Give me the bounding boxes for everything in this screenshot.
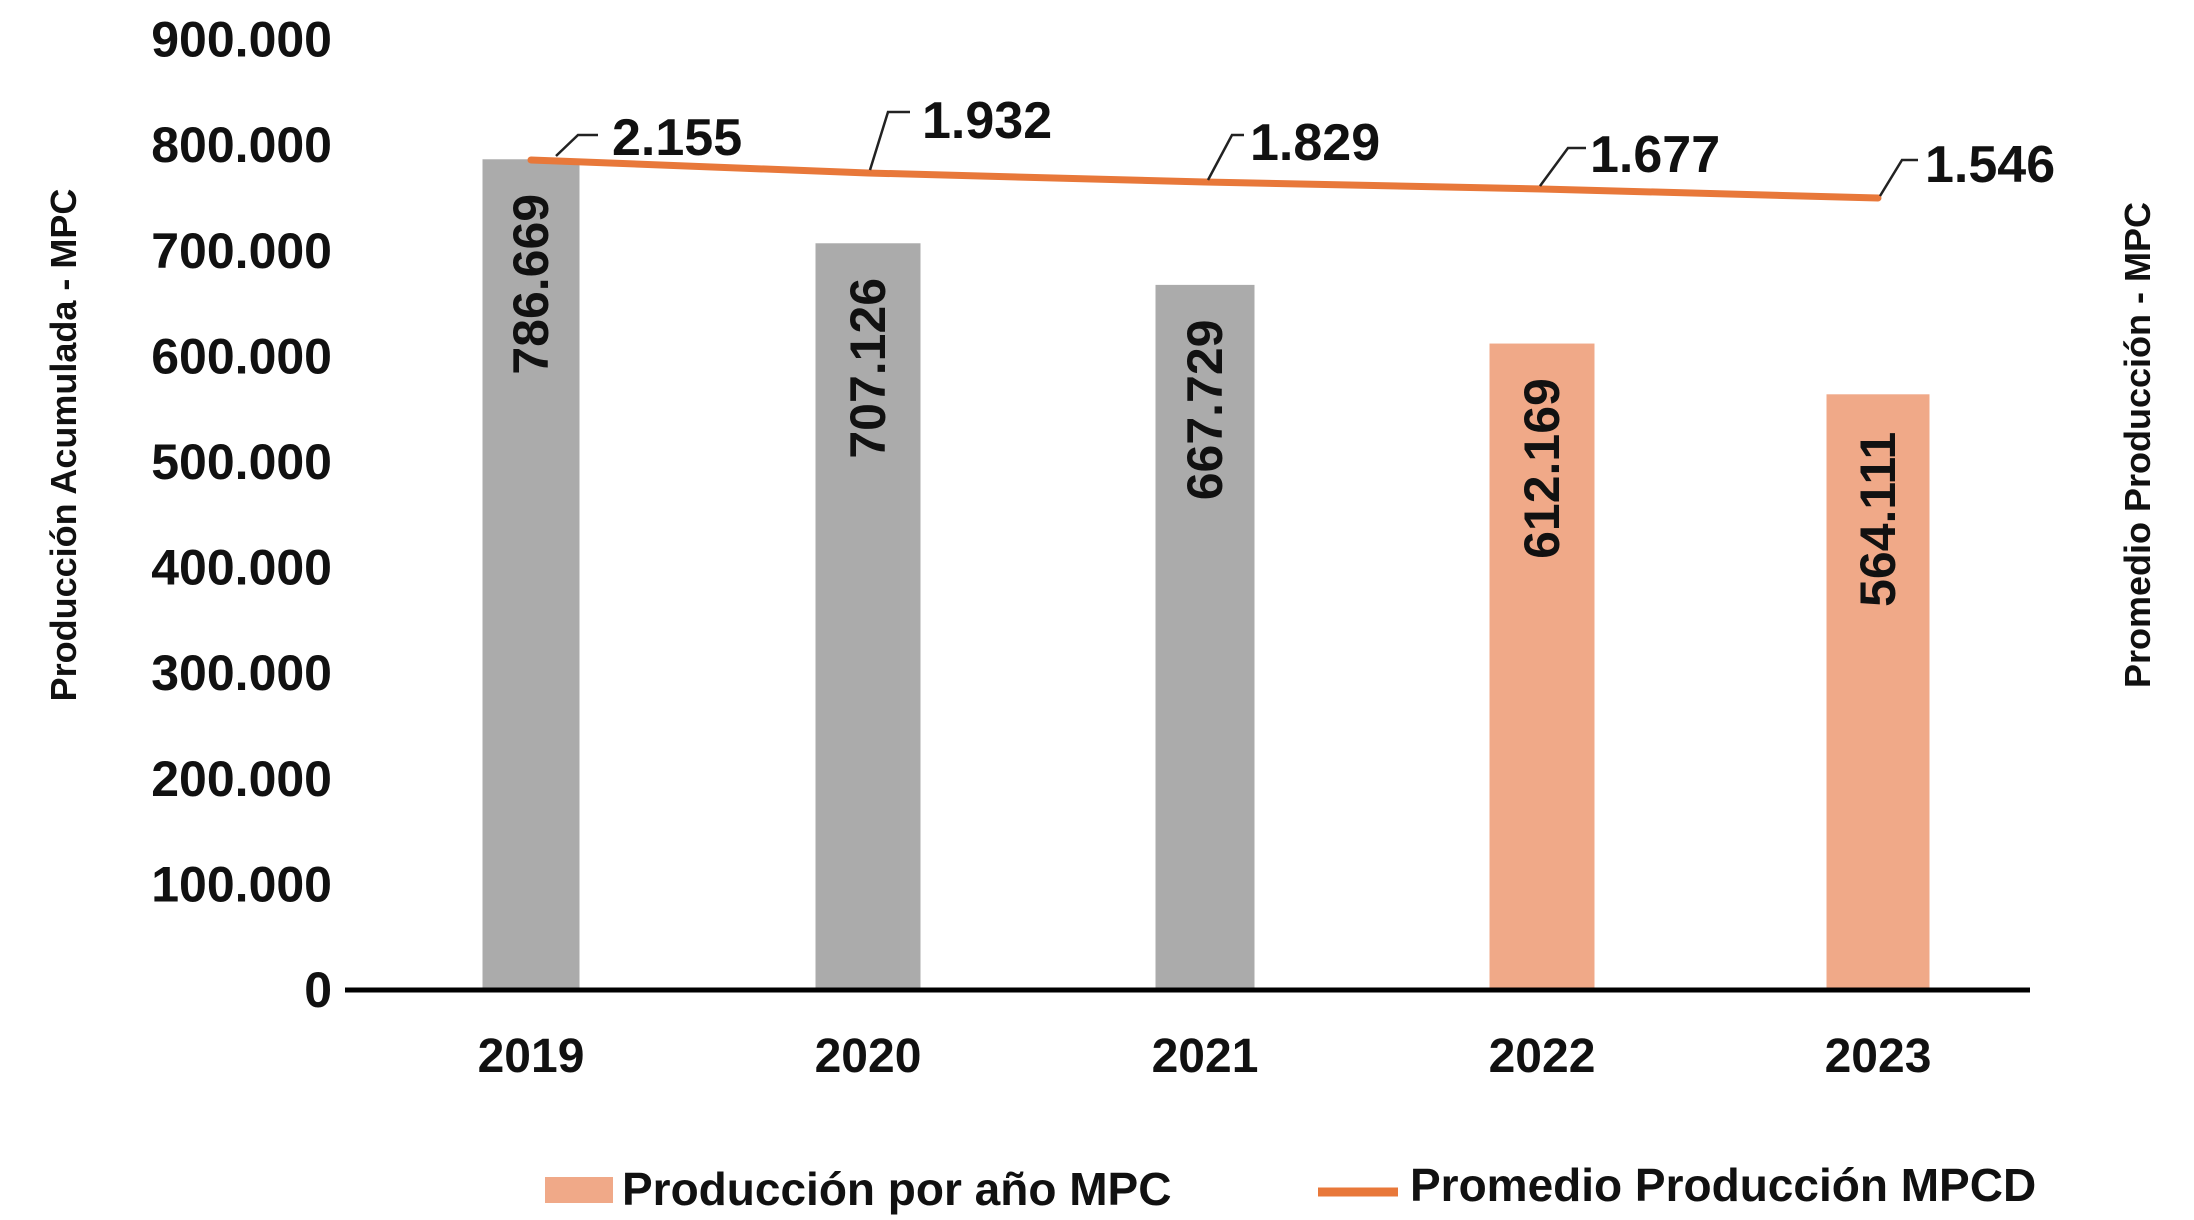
y-tick-label: 100.000 [151, 856, 332, 912]
x-tick-label: 2019 [478, 1030, 585, 1083]
x-tick-label: 2020 [815, 1030, 922, 1083]
bar-value-label: 786.669 [503, 194, 559, 375]
y-axis-title: Producción Acumulada - MPC [43, 189, 84, 702]
bar-value-label: 667.729 [1177, 320, 1233, 501]
y-tick-label: 600.000 [151, 328, 332, 384]
bar-2021 [1155, 284, 1255, 990]
line-label-leader [1538, 146, 1586, 187]
x-tick-label: 2021 [1152, 1030, 1259, 1083]
bar-2020 [815, 243, 921, 990]
x-tick-label: 2023 [1825, 1030, 1932, 1083]
line-value-label: 1.932 [922, 92, 1052, 150]
line-label-leader [868, 110, 910, 171]
line-value-label: 2.155 [612, 109, 742, 167]
line-value-labels: 2.155 1.932 1.829 1.677 1.546 [555, 92, 2055, 197]
y-tick-label: 800.000 [151, 117, 332, 173]
x-tick-label: 2022 [1489, 1030, 1596, 1083]
bar-2023 [1826, 394, 1930, 990]
y-tick-label: 900.000 [151, 12, 332, 68]
bar-value-label: 612.169 [1514, 378, 1570, 559]
y-tick-label: 300.000 [151, 645, 332, 701]
y-tick-label: 500.000 [151, 434, 332, 490]
line-value-label: 1.677 [1590, 126, 1720, 184]
y-axis-ticks: 0 100.000 200.000 300.000 400.000 500.000 600.… [151, 12, 332, 1018]
y-tick-label: 700.000 [151, 223, 332, 279]
line-label-leader [1878, 158, 1918, 197]
legend-label-line: Promedio Producción MPCD [1410, 1159, 2036, 1211]
bars [482, 159, 1930, 991]
line-label-leader [1206, 133, 1244, 181]
line-label-leader [555, 133, 598, 157]
line-value-label: 1.546 [1925, 136, 2055, 194]
y2-axis-title: Promedio Producción - MPC [2117, 202, 2158, 688]
bar-value-label: 707.126 [840, 278, 896, 459]
bar-2019 [482, 159, 580, 991]
legend: Producción por año MPC Promedio Producci… [545, 1159, 2036, 1215]
line-value-label: 1.829 [1250, 114, 1380, 172]
y-tick-label: 0 [304, 962, 332, 1018]
bar-value-labels: 786.669 707.126 667.729 612.169 564.111 [503, 194, 1906, 607]
average-line-series [527, 156, 1882, 202]
y-tick-label: 400.000 [151, 540, 332, 596]
legend-label-bar: Producción por año MPC [622, 1163, 1171, 1215]
average-line [527, 156, 1882, 202]
x-axis-ticks: 2019 2020 2021 2022 2023 [478, 1030, 1932, 1083]
bar-2022 [1489, 343, 1595, 990]
y-tick-label: 200.000 [151, 751, 332, 807]
bar-value-label: 564.111 [1850, 432, 1906, 607]
legend-swatch-bar [545, 1177, 613, 1203]
